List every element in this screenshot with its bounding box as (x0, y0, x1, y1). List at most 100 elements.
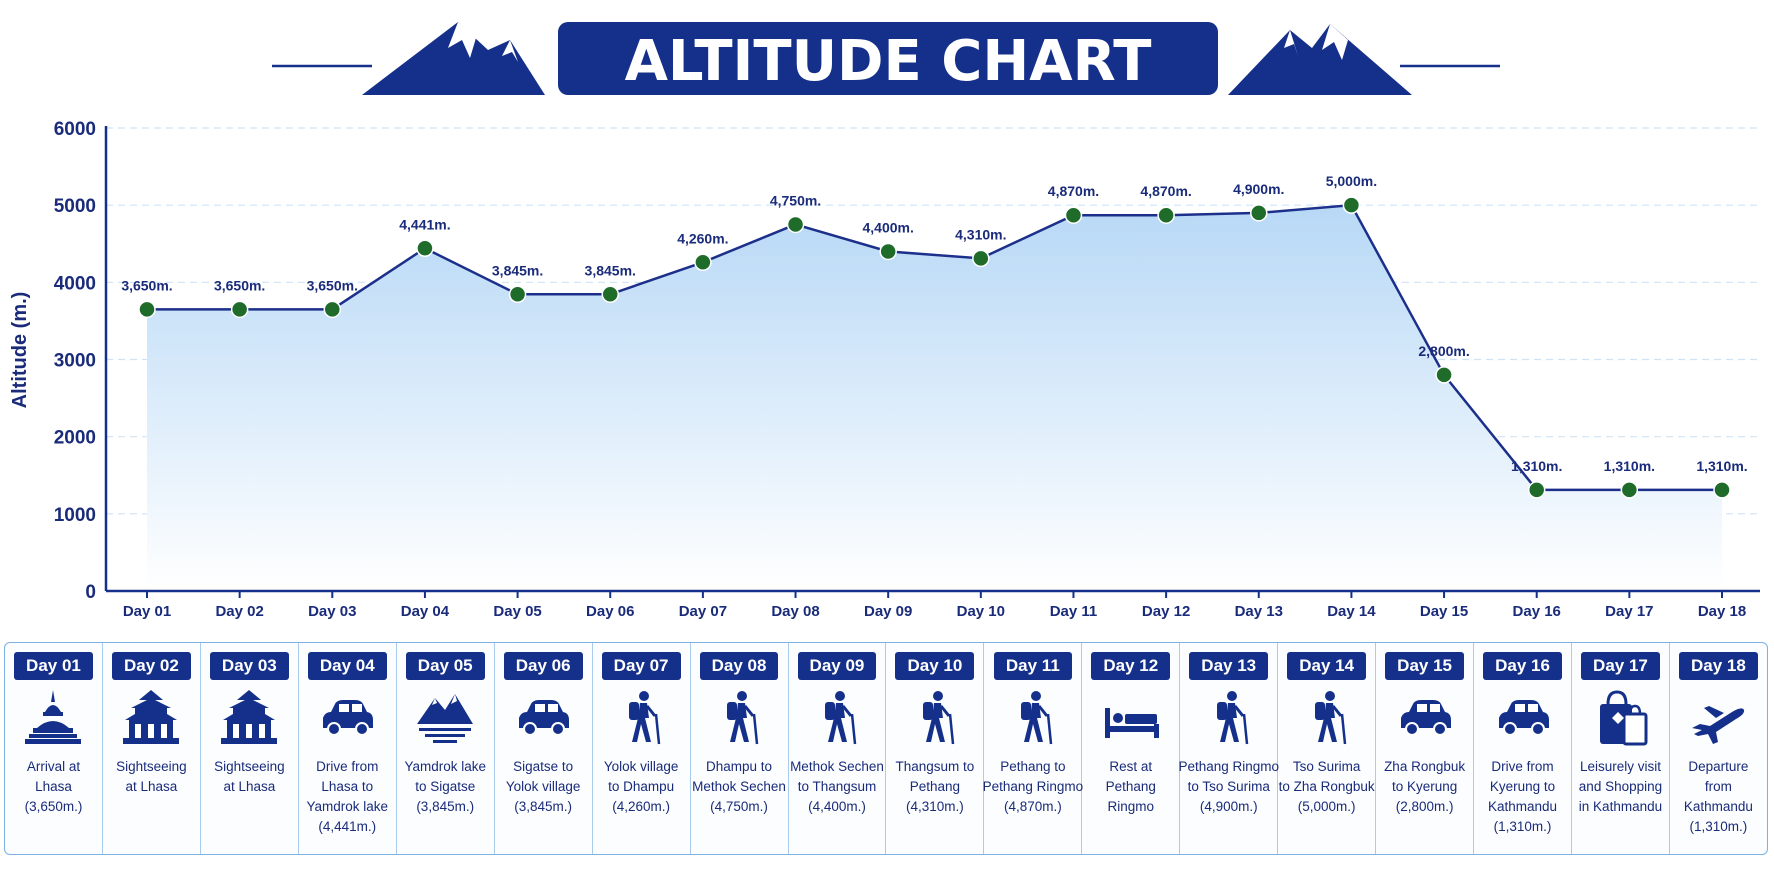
mountain-lake-icon (415, 680, 475, 751)
description-line: (4,260m.) (612, 799, 670, 814)
day-badge: Day 16 (1483, 652, 1562, 680)
data-label-day-7: 4,260m. (677, 230, 728, 246)
itinerary-card-day-8: Day 08 Dhampu to Methok Sechen (4,750m.) (691, 643, 789, 854)
description-line: to Kyerung (1391, 779, 1458, 794)
itinerary-card-day-7: Day 07 Yolok village to Dhampu (4,260m.) (593, 643, 691, 854)
itinerary-card-day-3: Day 03 Sightseeing at Lhasa (201, 643, 299, 854)
bed-icon (1101, 680, 1161, 751)
x-tick-15: Day 15 (1420, 603, 1468, 620)
day-badge: Day 11 (993, 652, 1072, 680)
data-point-day-4 (416, 239, 434, 258)
description-line: Methok Sechen (692, 779, 786, 794)
data-point-day-10 (972, 249, 990, 268)
itinerary-description: Departure from Kathmandu (1,310m.) (1680, 757, 1757, 837)
title-banner (558, 22, 1218, 95)
day-badge: Day 10 (895, 652, 975, 680)
itinerary-card-day-5: Day 05 Yamdrok lake to Sigatse (3,845m.) (397, 643, 495, 854)
day-badge: Day 03 (209, 652, 289, 680)
description-line: to Zha Rongbuk (1278, 779, 1375, 794)
itinerary-description: Yolok village to Dhampu (4,260m.) (600, 757, 683, 817)
y-tick-4000: 4000 (54, 273, 96, 294)
day-badge: Day 02 (111, 652, 191, 680)
data-point-day-16 (1527, 481, 1546, 499)
data-points (138, 196, 1731, 499)
description-line: (4,870m.) (1003, 799, 1062, 814)
data-label-day-13: 4,900m. (1233, 181, 1284, 197)
data-point-day-17 (1620, 481, 1639, 499)
data-label-day-9: 4,400m. (862, 219, 913, 235)
description-line: Pethang to (1000, 759, 1066, 774)
itinerary-card-day-17: Day 17 Leisurely visit and Shopping in Kath… (1572, 643, 1670, 854)
itinerary-card-day-11: Day 11 Pethang to Pethang Ringmo (4,870m.) (983, 643, 1083, 854)
hiker-icon (1297, 680, 1357, 751)
data-label-day-11: 4,870m. (1048, 183, 1099, 199)
data-label-day-8: 4,750m. (770, 192, 821, 208)
itinerary-card-day-18: Day 18 Departure from Kathmandu (1,310m.) (1670, 643, 1767, 854)
data-point-day-6 (601, 285, 619, 304)
itinerary-description: Sigatse to Yolok village (3,845m.) (502, 757, 585, 817)
description-line: Drive from (316, 759, 379, 774)
data-label-day-2: 3,650m. (214, 277, 265, 293)
data-label-day-4: 4,441m. (399, 216, 450, 232)
itinerary-card-day-4: Day 04 Drive from Lhasa to Yamdrok lake (4,4… (299, 643, 397, 854)
description-line: (3,650m.) (24, 799, 83, 814)
stupa-icon (23, 680, 83, 751)
description-line: Arrival at (26, 759, 81, 774)
x-tick-17: Day 17 (1605, 603, 1653, 620)
data-point-day-2 (230, 300, 249, 319)
y-tick-0: 0 (85, 582, 96, 603)
airplane-icon (1688, 680, 1748, 751)
day-badge: Day 01 (14, 652, 93, 680)
description-line: Tso Surima (1292, 759, 1361, 774)
description-line: to Sigatse (415, 779, 476, 794)
description-line: Yolok village (603, 759, 679, 774)
temple-icon (219, 680, 279, 751)
day-badge: Day 14 (1287, 652, 1367, 680)
description-line: (3,845m.) (514, 799, 573, 814)
description-line: (4,441m.) (318, 819, 377, 834)
data-point-day-13 (1250, 204, 1268, 222)
data-label-day-18: 1,310m. (1696, 458, 1747, 474)
itinerary-description: Pethang to Pethang Ringmo (4,870m.) (979, 757, 1088, 817)
description-line: Yamdrok lake (404, 759, 486, 774)
hiker-icon (905, 680, 965, 751)
x-tick-12: Day 12 (1142, 603, 1190, 620)
description-line: Pethang (909, 779, 961, 794)
description-line: Kathmandu (1683, 799, 1753, 814)
description-line: Methok Sechen (790, 759, 884, 774)
day-badge: Day 08 (699, 652, 779, 680)
itinerary-description: Drive from Lhasa to Yamdrok lake (4,441m.) (303, 757, 393, 837)
description-line: Pethang (1105, 779, 1156, 794)
data-label-day-1: 3,650m. (121, 277, 172, 293)
itinerary-description: Drive from Kyerung to Kathmandu (1,310m.) (1484, 757, 1561, 837)
x-tick-2: Day 02 (215, 603, 263, 620)
day-badge: Day 07 (601, 652, 681, 680)
description-line: (4,400m.) (808, 799, 866, 814)
itinerary-card-day-10: Day 10 Thangsum to Pethang (4,310m.) (886, 643, 985, 854)
data-labels: 3,650m. 3,650m. 3,650m. 4,441m. 3,845m. 3,845… (121, 173, 1747, 474)
data-point-day-1 (138, 300, 156, 319)
description-line: Zha Rongbuk (1384, 759, 1466, 774)
hiker-icon (709, 680, 769, 751)
itinerary-card-day-16: Day 16 Drive from Kyerung to Kathmandu (1,31… (1474, 643, 1572, 854)
itinerary-description: Dhampu to Methok Sechen (4,750m.) (688, 757, 790, 817)
description-line: to Dhampu (608, 779, 675, 794)
itinerary-description: Sightseeing at Lhasa (112, 757, 191, 797)
y-tick-5000: 5000 (54, 196, 96, 217)
altitude-line (147, 203, 1722, 492)
y-tick-6000: 6000 (54, 119, 96, 140)
description-line: Dhampu to (706, 759, 773, 774)
car-icon (1493, 680, 1553, 751)
data-label-day-6: 3,845m. (585, 262, 636, 278)
data-point-day-7 (694, 253, 712, 272)
data-point-day-11 (1064, 206, 1083, 224)
description-line: Sightseeing (214, 759, 285, 774)
description-line: in Kathmandu (1578, 799, 1663, 814)
description-line: Lhasa to (321, 779, 374, 794)
car-icon (317, 680, 377, 751)
data-label-day-5: 3,845m. (492, 262, 543, 278)
data-point-day-12 (1157, 206, 1175, 224)
car-icon (1395, 680, 1455, 751)
itinerary-description: Tso Surima to Zha Rongbuk (5,000m.) (1275, 757, 1379, 817)
itinerary-card-day-9: Day 09 Methok Sechen to Thangsum (4,400m.) (789, 643, 887, 854)
